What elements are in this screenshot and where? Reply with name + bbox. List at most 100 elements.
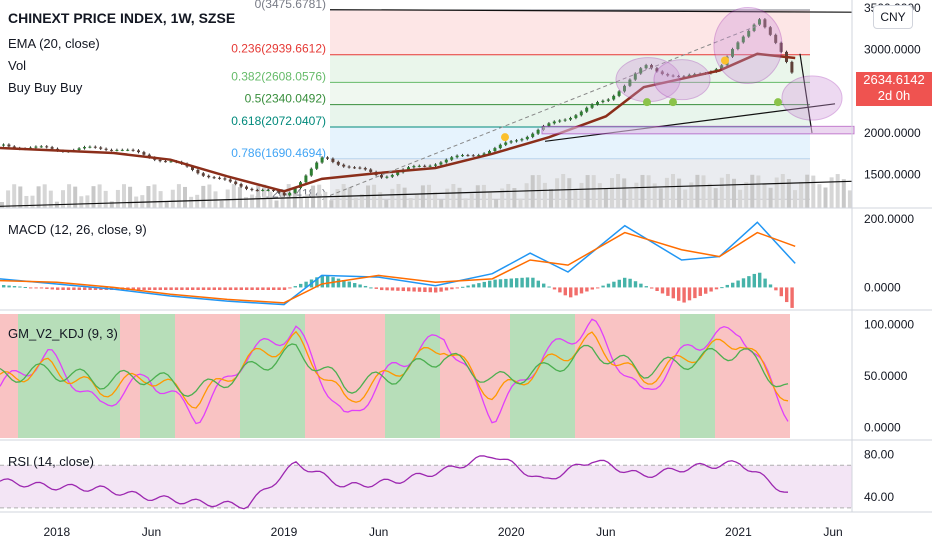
pattern-shoulder <box>713 7 783 84</box>
volume-bar <box>408 198 413 208</box>
rsi-legend[interactable]: RSI (14, close) <box>8 454 94 469</box>
kdj-legend[interactable]: GM_V2_KDJ (9, 3) <box>8 326 118 341</box>
volume-bar <box>256 185 261 208</box>
pattern-shoulder <box>781 75 843 121</box>
candle-body <box>574 115 578 118</box>
kdj-tick: 50.0000 <box>864 369 908 383</box>
chart-title: CHINEXT PRICE INDEX, 1W, SZSE <box>8 10 236 26</box>
volume-bar <box>542 182 547 208</box>
candle-body <box>50 147 54 149</box>
macd-histogram-bar <box>196 287 200 290</box>
macd-histogram-bar <box>471 284 476 288</box>
candle-body <box>363 168 367 170</box>
macd-histogram-bar <box>255 287 260 290</box>
price-tick: 1500.0000 <box>864 168 921 182</box>
volume-bar <box>634 182 639 208</box>
candle-body <box>774 34 778 43</box>
candle-body <box>687 74 691 77</box>
macd-histogram-bar <box>633 281 638 288</box>
volume-bar <box>780 174 785 208</box>
macd-histogram-bar <box>374 287 378 289</box>
macd-histogram-bar <box>407 287 411 292</box>
macd-legend[interactable]: MACD (12, 26, close, 9) <box>8 222 147 237</box>
candle-body <box>277 190 281 193</box>
macd-histogram-bar <box>137 287 141 290</box>
macd-histogram-bar <box>369 287 373 289</box>
candle-body <box>596 102 599 105</box>
macd-histogram-bar <box>428 287 432 293</box>
volume-bar <box>695 174 700 208</box>
candle-body <box>282 192 286 196</box>
ema-legend[interactable]: EMA (20, close) <box>8 36 100 51</box>
macd-histogram-bar <box>174 287 179 290</box>
candle-body <box>212 177 216 179</box>
macd-histogram-bar <box>785 287 789 303</box>
volume-bar <box>414 193 419 208</box>
candle-body <box>369 169 373 172</box>
volume-bar <box>841 179 846 208</box>
volume-bar <box>262 184 267 208</box>
volume-bar <box>237 187 242 208</box>
candle-body <box>471 155 475 157</box>
volume-bar <box>463 198 468 208</box>
price-tick: 2000.0000 <box>864 126 921 140</box>
macd-histogram-bar <box>336 278 341 288</box>
macd-histogram-bar <box>282 287 287 290</box>
macd-histogram-bar <box>50 287 54 290</box>
candle-body <box>682 76 686 78</box>
macd-histogram-bar <box>88 287 92 290</box>
volume-bar <box>512 188 517 208</box>
vol-legend[interactable]: Vol <box>8 58 27 73</box>
macd-histogram-bar <box>714 287 719 290</box>
macd-histogram-bar <box>498 279 503 288</box>
macd-histogram-bar <box>131 287 135 290</box>
macd-histogram-bar <box>66 287 71 290</box>
fib-level-label: 0(3475.6781) <box>255 0 326 11</box>
volume-bar <box>298 197 303 208</box>
currency-button[interactable]: CNY <box>873 5 913 29</box>
volume-bar <box>469 193 474 208</box>
macd-histogram-bar <box>709 287 713 292</box>
macd-histogram-bar <box>142 287 146 290</box>
volume-bar <box>762 183 767 208</box>
volume-bar <box>250 194 255 208</box>
candle-body <box>93 146 97 148</box>
macd-histogram-bar <box>536 280 540 288</box>
volume-bar <box>274 200 279 208</box>
candle-body <box>434 164 437 166</box>
candle-body <box>309 168 313 176</box>
macd-histogram-bar <box>628 278 632 288</box>
volume-bar <box>475 185 480 208</box>
time-tick: 2019 <box>271 525 298 539</box>
signal-dot <box>721 56 729 65</box>
volume-bar <box>195 194 200 208</box>
volume-bar <box>579 182 584 208</box>
volume-bar <box>658 188 663 208</box>
volume-bar <box>640 174 645 208</box>
macd-histogram-bar <box>569 287 573 298</box>
volume-bar <box>0 202 4 208</box>
volume-bar <box>738 189 743 208</box>
macd-histogram-bar <box>579 287 584 294</box>
time-tick: Jun <box>142 525 161 539</box>
macd-histogram-bar <box>612 281 616 288</box>
custom-legend[interactable]: Buy Buy Buy <box>8 80 83 95</box>
candle-body <box>196 169 200 174</box>
candle-body <box>558 120 562 122</box>
volume-bar <box>610 178 614 208</box>
macd-histogram-bar <box>304 281 308 288</box>
macd-histogram-bar <box>326 275 330 288</box>
candle-body <box>39 146 43 148</box>
volume-bar <box>628 189 633 208</box>
volume-bar <box>48 190 53 208</box>
macd-histogram-bar <box>779 287 783 297</box>
kdj-band <box>510 314 575 438</box>
volume-bar <box>91 186 96 208</box>
candle-body <box>590 104 594 108</box>
macd-histogram-bar <box>558 287 562 293</box>
volume-bar <box>805 174 810 208</box>
macd-histogram-bar <box>390 287 395 291</box>
volume-bar <box>12 184 17 208</box>
macd-histogram-bar <box>61 287 65 290</box>
